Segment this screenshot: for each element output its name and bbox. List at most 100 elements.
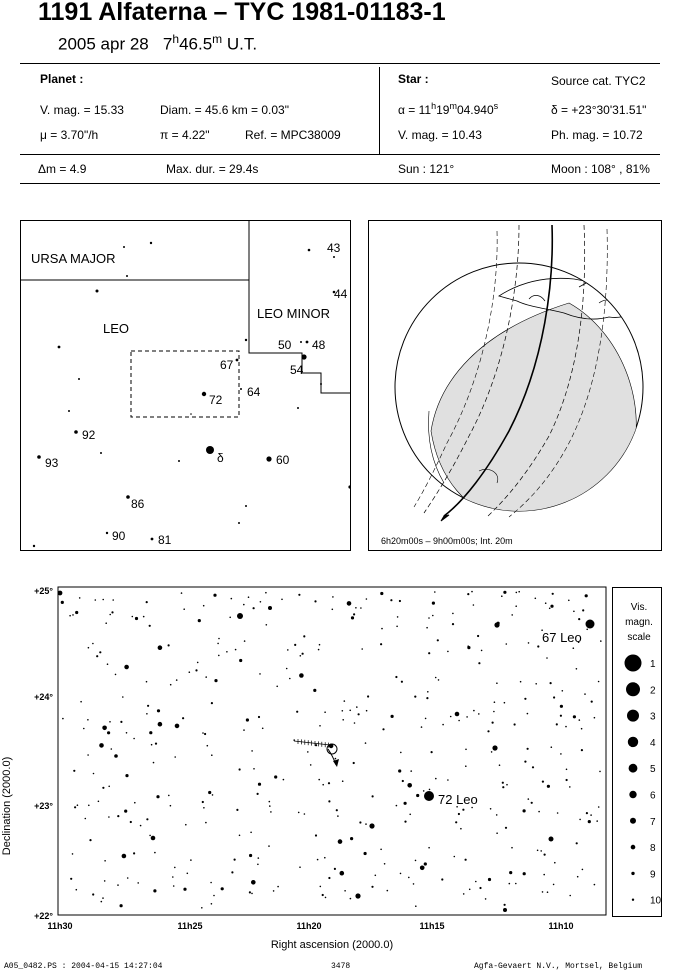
- star-dot: [150, 743, 153, 746]
- star-dot: [149, 834, 151, 837]
- star-dot: [169, 804, 172, 807]
- star-dot: [183, 608, 185, 610]
- star-dot: [509, 871, 513, 875]
- star-dot: [96, 655, 99, 658]
- planet-vmag: V. mag. = 15.33: [40, 103, 124, 117]
- star-phmag: Ph. mag. = 10.72: [551, 128, 643, 142]
- star-dot: [121, 853, 127, 859]
- star-dot: [491, 721, 494, 724]
- occultation-central-line: [443, 224, 554, 517]
- star-dot: [213, 894, 215, 897]
- star-dot: [293, 739, 296, 741]
- star-dot: [206, 744, 209, 747]
- star-dot: [543, 853, 546, 856]
- star-dot: [78, 378, 80, 380]
- star-dot: [371, 795, 374, 798]
- star-dot: [518, 590, 520, 593]
- star-dot: [137, 882, 139, 884]
- scale-dot: [624, 654, 642, 672]
- star-dot: [314, 600, 317, 603]
- star-dot: [396, 616, 399, 618]
- star-dot: [196, 661, 199, 664]
- header-rule-bottom: [20, 183, 660, 184]
- star-dot: [146, 818, 149, 821]
- star-dot: [106, 663, 109, 665]
- star-dot: [498, 764, 501, 766]
- star-dot: [350, 616, 355, 620]
- star-source-catalog: Source cat. TYC2: [551, 74, 646, 88]
- uncertainty-line: [508, 228, 608, 518]
- star-dot: [511, 846, 513, 849]
- scale-magnitude-label: 2: [650, 685, 656, 696]
- star-dot: [560, 753, 562, 755]
- star-dot: [548, 836, 554, 842]
- star-dot: [174, 756, 176, 758]
- star-dot: [32, 544, 36, 548]
- star-dot: [78, 597, 81, 599]
- star-dot: [460, 827, 462, 830]
- star-dot: [250, 831, 252, 834]
- y-axis-label: Declination (2000.0): [1, 757, 13, 855]
- star-dot: [361, 648, 364, 650]
- asteroid-path: [293, 740, 331, 746]
- star-dot: [484, 898, 487, 900]
- star-dot: [337, 815, 339, 817]
- star-dot: [175, 679, 178, 681]
- star-label: 44: [334, 287, 348, 301]
- chart-field-box: [130, 350, 240, 418]
- star-dot: [428, 652, 431, 655]
- star-dot: [57, 345, 61, 349]
- star-dot: [84, 817, 87, 820]
- star-dot: [346, 601, 352, 606]
- star-dot: [546, 657, 548, 659]
- star-dot: [515, 605, 517, 607]
- star-dot: [299, 673, 304, 678]
- star-dot: [70, 877, 73, 880]
- star-dot: [434, 591, 436, 593]
- star-dot: [208, 790, 212, 795]
- star-dot: [243, 640, 246, 642]
- star-dot: [353, 613, 356, 616]
- star-dot: [572, 647, 575, 649]
- scale-title: scale: [627, 632, 651, 643]
- star-dot: [478, 713, 480, 715]
- star-dot: [524, 760, 527, 763]
- magnitude-scale-svg: Vis. magn. scale 1 2 3 4 5 6 7 8 9 10: [624, 602, 662, 907]
- star-dot: [416, 793, 420, 798]
- scale-dot: [627, 736, 639, 748]
- star-dot: [186, 872, 189, 875]
- star-dot: [356, 706, 358, 708]
- star-dot: [321, 893, 324, 897]
- star-dot: [172, 876, 174, 878]
- star-dot: [231, 871, 234, 874]
- star-dot: [465, 748, 467, 751]
- star-dot: [404, 820, 407, 823]
- star-dot: [380, 848, 382, 851]
- star-dot: [424, 717, 427, 720]
- star-dot: [447, 779, 449, 781]
- star-dot: [328, 800, 331, 803]
- star-dot: [465, 765, 467, 767]
- star-dot: [332, 596, 334, 598]
- star-dot: [195, 669, 198, 672]
- x-tick: 11h25: [177, 921, 202, 931]
- star-dot: [578, 719, 581, 721]
- star-dot: [478, 662, 481, 665]
- star-dot: [580, 749, 584, 752]
- star-dot: [133, 737, 135, 740]
- star-dot: [540, 850, 542, 852]
- star-dot: [309, 764, 312, 766]
- star-dot: [582, 609, 585, 612]
- star-dot: [226, 651, 228, 653]
- star-dot: [318, 778, 321, 781]
- star-dot: [585, 812, 589, 815]
- star-72-leo: [424, 791, 434, 801]
- star-dot: [243, 603, 245, 606]
- star-dot: [559, 704, 564, 708]
- star-dot: [449, 715, 452, 718]
- star-dot: [455, 821, 458, 824]
- y-tick: +22°: [34, 911, 53, 921]
- star-dot: [549, 682, 552, 685]
- star-dot: [211, 794, 214, 796]
- star-dot: [527, 798, 530, 800]
